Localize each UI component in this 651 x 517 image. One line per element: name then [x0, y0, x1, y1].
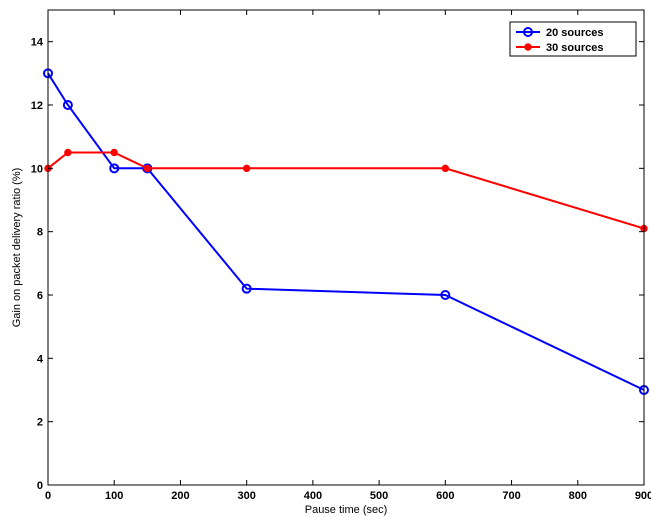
data-point-20-sources [241, 283, 252, 294]
y-tick-label: 4 [37, 353, 44, 365]
y-axis-label: Gain on packet delivery ratio (%) [11, 168, 23, 328]
legend-box [509, 21, 637, 57]
x-tick-label: 0 [45, 490, 51, 502]
y-tick-label: 6 [37, 290, 43, 302]
y-tick-label: 2 [37, 417, 43, 429]
x-tick-label: 900 [635, 490, 651, 502]
data-point-30-sources [64, 148, 72, 157]
x-tick-label: 600 [436, 490, 454, 502]
data-point-30-sources [242, 164, 251, 173]
x-tick-label: 500 [370, 490, 388, 502]
legend-marker-30-sources [524, 43, 532, 51]
data-point-30-sources [143, 164, 152, 173]
x-axis-label: Pause time (sec) [305, 504, 388, 516]
legend-label-30-sources: 30 sources [546, 42, 603, 54]
data-point-30-sources [441, 164, 450, 173]
x-tick-label: 300 [237, 490, 255, 502]
legend-marker-20-sources [523, 27, 533, 37]
y-tick-label: 14 [31, 37, 44, 49]
legend: 20 sources 30 sources [509, 21, 637, 57]
plot-frame [47, 9, 645, 486]
x-tick-label: 700 [502, 490, 520, 502]
data-point-20-sources [62, 100, 73, 110]
legend-label-20-sources: 20 sources [546, 27, 603, 39]
series-line-20-sources [47, 72, 645, 391]
x-tick-label: 200 [171, 490, 189, 502]
series-line-30-sources [47, 151, 645, 230]
y-tick-label: 8 [37, 227, 43, 239]
x-tick-label: 400 [304, 490, 322, 502]
y-tick-label: 12 [31, 100, 43, 112]
y-tick-label: 10 [31, 163, 43, 175]
y-axis-ticks: 0 2 4 6 8 10 12 14 [31, 37, 644, 492]
x-tick-label: 800 [569, 490, 587, 502]
data-point-20-sources [109, 163, 120, 174]
data-point-20-sources [440, 290, 451, 300]
y-tick-label: 0 [37, 480, 43, 492]
plot-marks [43, 68, 649, 395]
data-point-30-sources [110, 148, 118, 157]
x-tick-label: 100 [105, 490, 123, 502]
x-axis-ticks: 0 100 200 300 400 500 600 700 800 900 [45, 10, 651, 502]
